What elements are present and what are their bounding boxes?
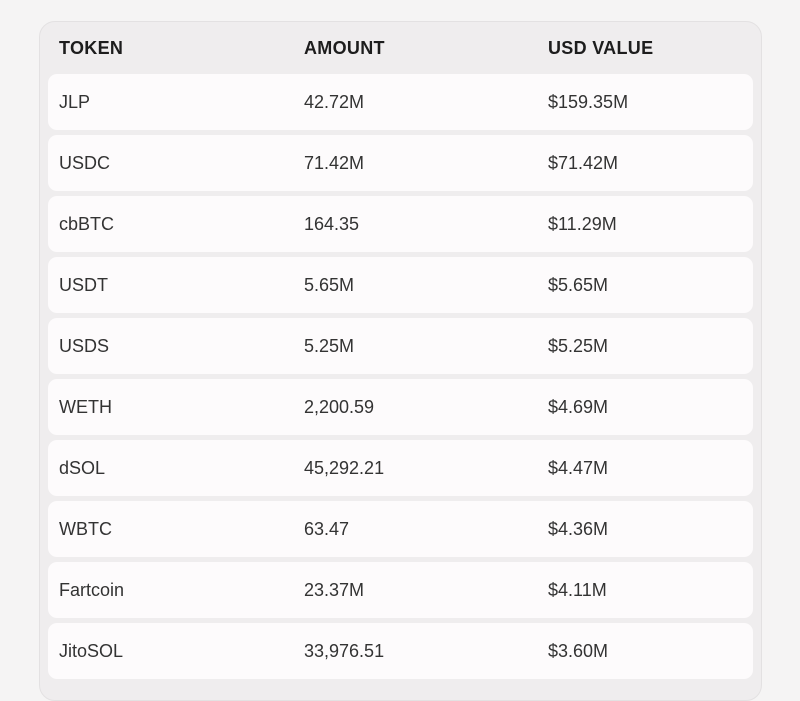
page: { "table": { "columns": [ { "label": "TO…	[39, 21, 762, 701]
usd-value-cell: $11.29M	[548, 213, 617, 234]
token-cell: JitoSOL	[59, 640, 124, 661]
table-row[interactable]: WBTC 63.47 $4.36M	[48, 501, 753, 557]
amount-cell: 33,976.51	[304, 640, 385, 661]
usd-value-cell: $5.65M	[548, 274, 609, 295]
table-row[interactable]: JitoSOL 33,976.51 $3.60M	[48, 623, 753, 679]
table-header: TOKEN AMOUNT USD VALUE	[40, 22, 761, 74]
amount-cell: 42.72M	[304, 91, 365, 112]
usd-value-cell: $3.60M	[548, 640, 609, 661]
table-row[interactable]: WETH 2,200.59 $4.69M	[48, 379, 753, 435]
table-row[interactable]: Fartcoin 23.37M $4.11M	[48, 562, 753, 618]
usd-value-cell: $4.11M	[548, 579, 607, 600]
table-row[interactable]: USDC 71.42M $71.42M	[48, 135, 753, 191]
token-cell: WETH	[59, 396, 112, 417]
column-header-token: TOKEN	[59, 37, 124, 58]
usd-value-cell: $159.35M	[548, 91, 629, 112]
amount-cell: 45,292.21	[304, 457, 385, 478]
amount-cell: 164.35	[304, 213, 360, 234]
usd-value-cell: $4.36M	[548, 518, 609, 539]
amount-cell: 63.47	[304, 518, 350, 539]
table-row[interactable]: cbBTC 164.35 $11.29M	[48, 196, 753, 252]
token-cell: dSOL	[59, 457, 106, 478]
token-cell: Fartcoin	[59, 579, 125, 600]
token-table-body: JLP 42.72M $159.35M USDC 71.42M $71.42M …	[48, 74, 753, 679]
amount-cell: 23.37M	[304, 579, 365, 600]
table-row[interactable]: USDS 5.25M $5.25M	[48, 318, 753, 374]
amount-cell: 2,200.59	[304, 396, 375, 417]
token-cell: USDC	[59, 152, 111, 173]
token-cell: USDS	[59, 335, 110, 356]
column-header-amount: AMOUNT	[304, 37, 385, 58]
usd-value-cell: $5.25M	[548, 335, 609, 356]
table-row[interactable]: JLP 42.72M $159.35M	[48, 74, 753, 130]
usd-value-cell: $4.69M	[548, 396, 609, 417]
table-row[interactable]: dSOL 45,292.21 $4.47M	[48, 440, 753, 496]
amount-cell: 5.25M	[304, 335, 355, 356]
table-row[interactable]: USDT 5.65M $5.65M	[48, 257, 753, 313]
usd-value-cell: $71.42M	[548, 152, 619, 173]
token-cell: cbBTC	[59, 213, 115, 234]
token-cell: JLP	[59, 91, 91, 112]
amount-cell: 71.42M	[304, 152, 365, 173]
column-header-usd-value: USD VALUE	[548, 37, 654, 58]
token-cell: WBTC	[59, 518, 112, 539]
token-cell: USDT	[59, 274, 108, 295]
holdings-panel: TOKEN AMOUNT USD VALUE JLP 42.72M $159.3…	[39, 21, 762, 701]
amount-cell: 5.65M	[304, 274, 355, 295]
usd-value-cell: $4.47M	[548, 457, 609, 478]
